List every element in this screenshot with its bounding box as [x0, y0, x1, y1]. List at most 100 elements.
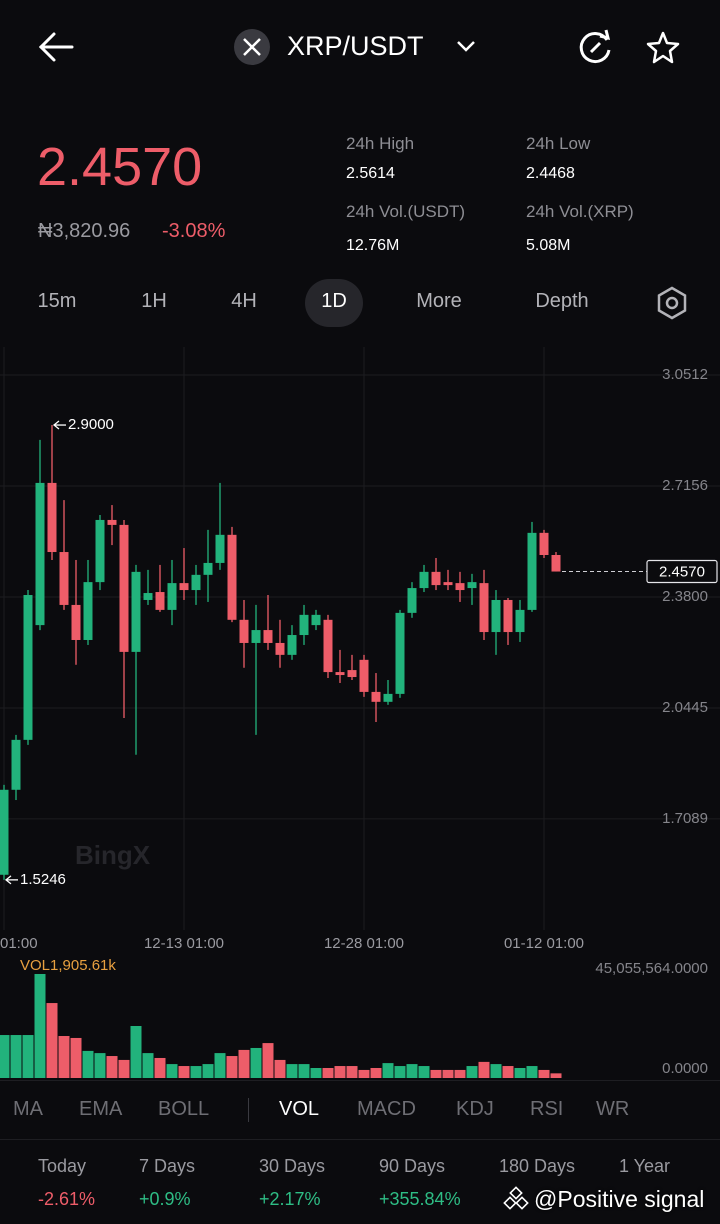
- candle-body: [83, 582, 93, 640]
- period-change: -2.61%: [38, 1189, 96, 1209]
- indicator-tab[interactable]: MACD: [357, 1098, 416, 1120]
- candle-body: [107, 519, 117, 525]
- volume-bar: [166, 1064, 178, 1078]
- overlay-text: @Positive signal: [534, 1186, 705, 1212]
- x-tick-label: 01:00: [0, 935, 38, 952]
- refresh-button[interactable]: [579, 29, 611, 64]
- candle-body: [179, 583, 189, 591]
- last-price-box: [646, 559, 718, 584]
- indicator-tab[interactable]: WR: [596, 1098, 630, 1120]
- volume-bar: [514, 1067, 526, 1078]
- timeframe-tab[interactable]: Depth: [535, 290, 589, 312]
- chart-settings[interactable]: [655, 286, 689, 320]
- divider: [248, 1098, 249, 1122]
- back-button[interactable]: [38, 32, 74, 62]
- x-tick-label: 01-12 01:00: [504, 935, 584, 952]
- overlay-icon: [503, 1186, 529, 1210]
- period-label[interactable]: 30 Days: [259, 1156, 326, 1176]
- period-label[interactable]: 90 Days: [379, 1156, 446, 1176]
- stat-label: 24h High: [346, 134, 415, 153]
- chart: 3.0512 2.7156 2.3800 2.0445 1.7089 01:00 12-13…: [0, 347, 720, 1078]
- period-label[interactable]: Today: [38, 1156, 87, 1176]
- timeframe-tab[interactable]: 1H: [141, 290, 167, 312]
- volume-bar: [202, 1064, 214, 1078]
- candle-body: [71, 604, 81, 640]
- volume-bar: [82, 1050, 94, 1078]
- volume-bar: [70, 1037, 82, 1078]
- pair-title[interactable]: XRP/USDT: [287, 31, 424, 61]
- indicator-tab[interactable]: KDJ: [456, 1098, 494, 1120]
- period-label[interactable]: 7 Days: [139, 1156, 196, 1176]
- indicator-tab[interactable]: EMA: [79, 1098, 123, 1120]
- volume-bar: [190, 1066, 202, 1078]
- candle-body: [515, 609, 525, 633]
- candle-body: [491, 599, 501, 633]
- volume-bar: [46, 1003, 58, 1078]
- stat-label: 24h Vol.(USDT): [346, 202, 466, 221]
- candle-body: [23, 595, 33, 740]
- candle-body: [395, 612, 405, 694]
- volume-tick-label: 0.0000: [662, 1060, 708, 1077]
- volume-bar: [346, 1066, 358, 1078]
- candle-body: [155, 592, 165, 610]
- volume-bar: [22, 1035, 34, 1078]
- candle-body: [239, 619, 249, 643]
- volume-bar: [238, 1049, 250, 1078]
- pair-icon: [234, 29, 270, 65]
- volume-bar: [406, 1064, 418, 1078]
- volume-bar: [226, 1056, 238, 1078]
- volume-bar: [526, 1066, 538, 1078]
- volume-bar: [106, 1056, 118, 1078]
- candle-body: [335, 672, 345, 676]
- low-marker-arrowhead: [4, 875, 12, 885]
- volume-bar: [94, 1053, 106, 1078]
- period-label[interactable]: 1 Year: [619, 1156, 671, 1176]
- volume-bar: [490, 1064, 502, 1078]
- candle-body: [227, 534, 237, 620]
- candle-body: [47, 482, 57, 553]
- volume-bar: [370, 1067, 382, 1078]
- candle-body: [539, 532, 549, 556]
- stat-label: 24h Low: [526, 134, 591, 153]
- candle-body: [263, 630, 273, 643]
- candle-body: [347, 670, 357, 678]
- candle-body: [143, 593, 153, 600]
- candle-body: [215, 534, 225, 563]
- volume-bar: [142, 1053, 154, 1078]
- candle-body: [287, 635, 297, 655]
- candle-body: [191, 574, 201, 591]
- volume-bar: [178, 1066, 190, 1078]
- last-price: 2.4570: [37, 137, 203, 197]
- volume-bar: [10, 1035, 22, 1078]
- pair-dropdown[interactable]: [457, 41, 475, 52]
- stat-value: 5.08M: [526, 237, 571, 254]
- candle-body: [119, 524, 129, 652]
- indicator-tab[interactable]: RSI: [530, 1098, 564, 1120]
- indicator-tab[interactable]: VOL: [279, 1098, 320, 1120]
- candle-body: [59, 552, 69, 605]
- timeframe-tab[interactable]: More: [416, 290, 462, 312]
- period-label[interactable]: 180 Days: [499, 1156, 576, 1176]
- candle-body: [275, 642, 285, 655]
- candle-body: [251, 630, 261, 643]
- candle-body: [0, 789, 9, 875]
- favorite-button[interactable]: [646, 31, 680, 64]
- volume-title: VOL1,905.61k: [20, 957, 116, 974]
- candle-body: [167, 583, 177, 610]
- period-change: +2.17%: [259, 1189, 321, 1209]
- candle-body: [479, 583, 489, 633]
- divider: [0, 1139, 720, 1140]
- y-tick-label: 2.3800: [662, 588, 708, 605]
- timeframe-tab[interactable]: 15m: [37, 290, 77, 312]
- timeframe-tab[interactable]: 1D: [321, 290, 347, 312]
- indicator-tab[interactable]: BOLL: [158, 1098, 210, 1120]
- timeframe-tab[interactable]: 4H: [231, 290, 257, 312]
- volume-bar: [478, 1061, 490, 1078]
- candle-body: [35, 482, 45, 626]
- candle-body: [371, 691, 381, 702]
- x-tick-label: 12-13 01:00: [144, 935, 224, 952]
- candle-body: [95, 519, 105, 583]
- indicator-tab[interactable]: MA: [13, 1098, 43, 1120]
- y-tick-label: 3.0512: [662, 366, 708, 383]
- y-tick-label: 2.0445: [662, 699, 708, 716]
